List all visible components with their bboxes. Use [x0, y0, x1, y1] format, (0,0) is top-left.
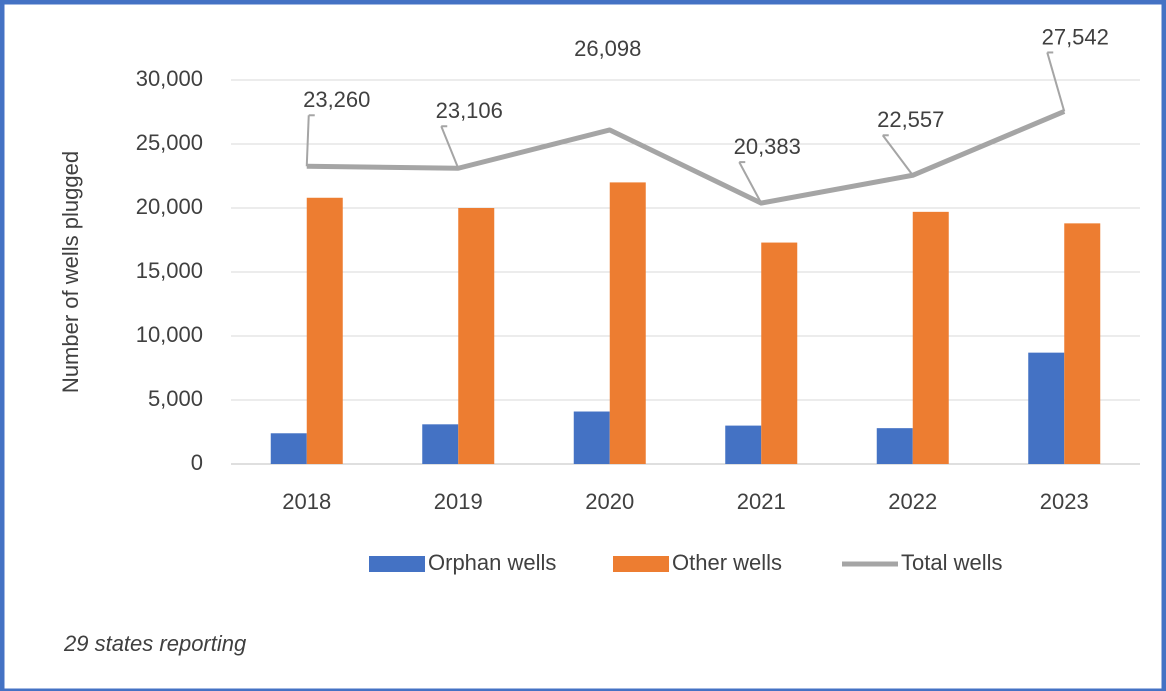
y-tick-label: 25,000	[136, 130, 203, 155]
legend-label: Total wells	[901, 550, 1002, 575]
data-label: 23,260	[303, 87, 370, 112]
bar	[306, 197, 343, 464]
y-tick-label: 30,000	[136, 66, 203, 91]
y-axis-label: Number of wells plugged	[58, 151, 83, 393]
bar	[270, 433, 307, 464]
data-label: 23,106	[436, 98, 503, 123]
line	[306, 109, 1066, 206]
y-tick-label: 0	[191, 450, 203, 475]
x-tick-label: 2021	[737, 489, 786, 514]
x-tick-label: 2019	[434, 489, 483, 514]
bar	[725, 425, 762, 464]
leader-line	[1046, 52, 1066, 112]
bar	[912, 211, 949, 464]
legend-swatch	[613, 556, 669, 572]
bar	[1028, 352, 1065, 464]
x-tick-label: 2018	[282, 489, 331, 514]
data-label: 20,383	[734, 134, 801, 159]
leader-line	[305, 115, 310, 167]
data-label: 27,542	[1042, 24, 1109, 49]
bar	[422, 424, 459, 464]
bar	[458, 208, 495, 464]
x-tick-label: 2022	[888, 489, 937, 514]
leader-line	[738, 161, 763, 204]
x-tick-label: 2020	[585, 489, 634, 514]
data-label: 26,098	[574, 36, 641, 61]
leader-line	[440, 125, 460, 169]
data-label: 22,557	[877, 107, 944, 132]
y-tick-label: 15,000	[136, 258, 203, 283]
bar	[609, 182, 646, 464]
bar	[876, 428, 913, 464]
y-tick-label: 10,000	[136, 322, 203, 347]
y-tick-label: 5,000	[148, 386, 203, 411]
x-tick-label: 2023	[1040, 489, 1089, 514]
leader-line	[881, 134, 914, 176]
y-tick-label: 20,000	[136, 194, 203, 219]
bar	[573, 411, 610, 464]
legend-label: Other wells	[672, 550, 782, 575]
bar	[761, 242, 798, 464]
note: 29 states reporting	[63, 631, 247, 656]
bar	[1064, 223, 1101, 464]
legend-label: Orphan wells	[428, 550, 556, 575]
legend-swatch	[369, 556, 425, 572]
